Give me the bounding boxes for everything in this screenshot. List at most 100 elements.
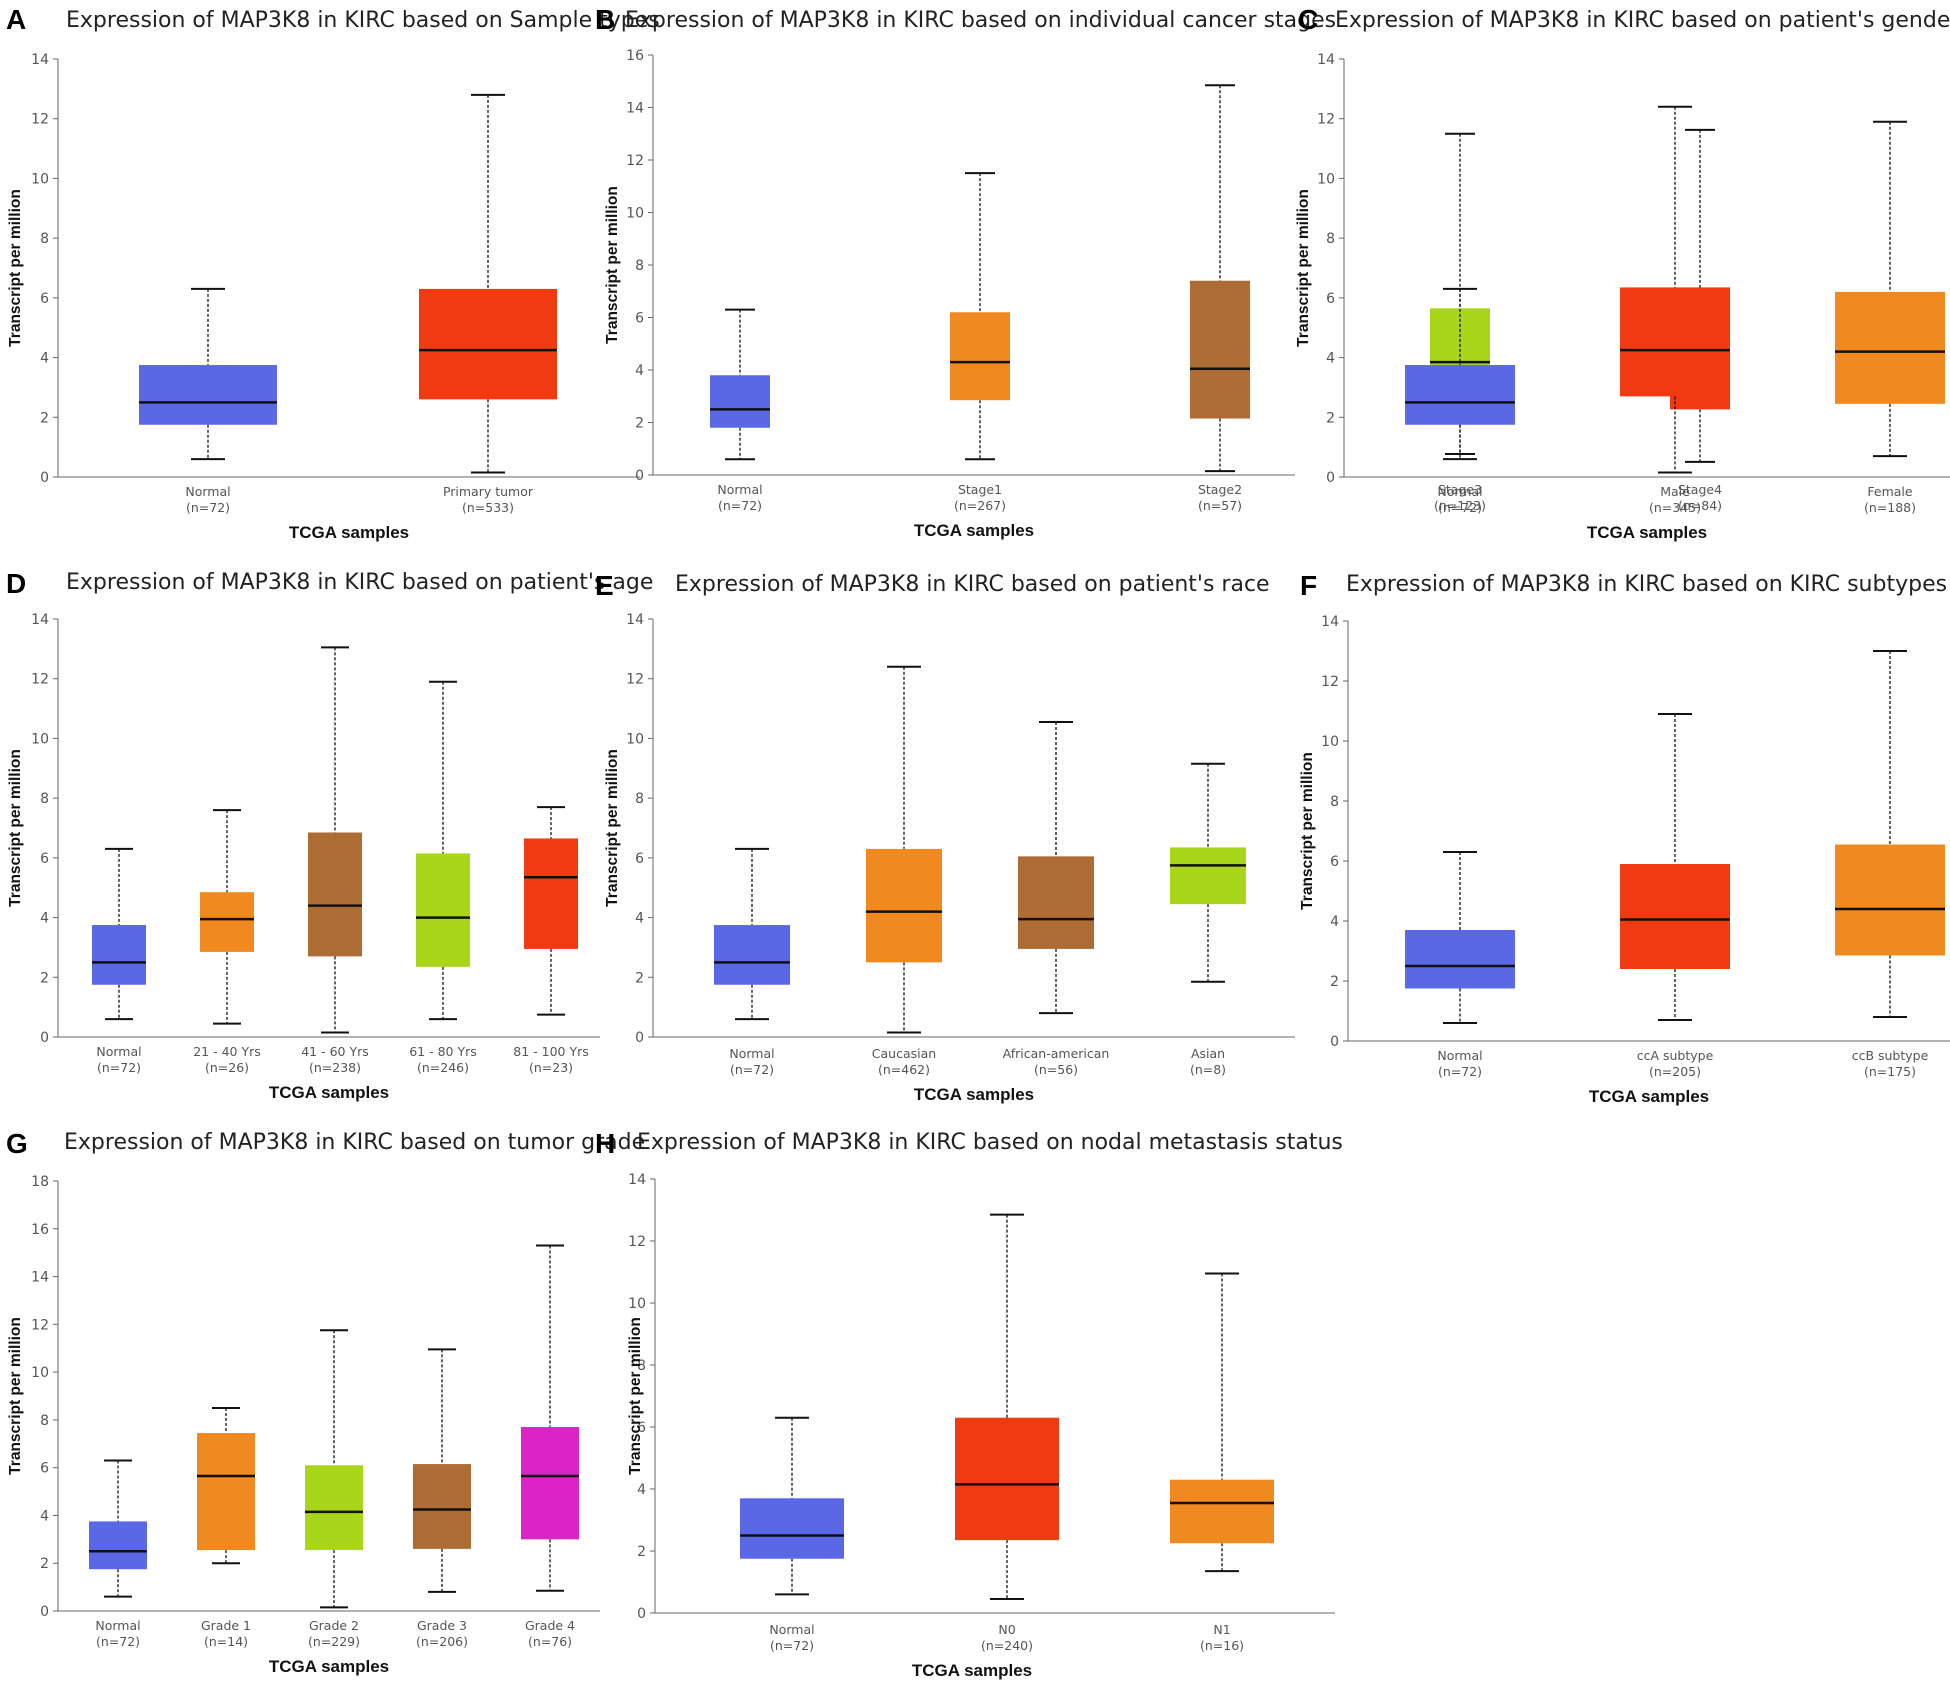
- y-tick-label: 8: [40, 791, 49, 807]
- y-tick-label: 12: [31, 672, 49, 688]
- y-tick-label: 2: [637, 1544, 646, 1560]
- x-axis-label: TCGA samples: [914, 1085, 1034, 1104]
- category-label: Grade 1: [201, 1618, 251, 1633]
- panel-letter: H: [595, 1128, 616, 1159]
- box-iqr: [1620, 287, 1730, 397]
- panel-letter: C: [1298, 4, 1319, 35]
- box-group: [305, 1329, 363, 1609]
- x-axis-label: TCGA samples: [269, 1083, 389, 1102]
- box-iqr: [1405, 930, 1515, 989]
- box-iqr: [89, 1521, 147, 1570]
- box-iqr: [1170, 1479, 1274, 1544]
- y-tick-label: 8: [40, 231, 49, 247]
- y-tick-label: 4: [635, 363, 644, 379]
- y-tick-label: 0: [40, 470, 49, 486]
- box-group: [308, 646, 362, 1034]
- y-tick-label: 6: [40, 851, 49, 867]
- y-axis-label: Transcript per million: [1299, 752, 1316, 910]
- y-tick-label: 4: [40, 351, 49, 367]
- category-count: (n=205): [1649, 1064, 1701, 1079]
- panel-letter: A: [6, 4, 27, 35]
- category-label: 61 - 80 Yrs: [409, 1044, 477, 1059]
- box-group: [92, 847, 146, 1021]
- box-iqr: [710, 375, 770, 428]
- y-axis-label: Transcript per million: [7, 189, 24, 347]
- y-tick-label: 8: [635, 791, 644, 807]
- panel-letter: B: [595, 4, 616, 35]
- y-tick-label: 4: [637, 1482, 646, 1498]
- category-label: Stage2: [1198, 482, 1242, 497]
- y-tick-label: 8: [635, 258, 644, 274]
- y-tick-label: 12: [31, 112, 49, 128]
- y-tick-label: 14: [626, 612, 644, 628]
- y-tick-label: 6: [1326, 291, 1335, 307]
- box-iqr: [866, 848, 942, 963]
- y-tick-label: 8: [1326, 231, 1335, 247]
- y-tick-label: 4: [1330, 914, 1339, 930]
- box-iqr: [740, 1498, 844, 1559]
- category-label: 21 - 40 Yrs: [193, 1044, 261, 1059]
- box-iqr: [950, 312, 1010, 401]
- box-group: [200, 809, 254, 1025]
- y-tick-label: 10: [628, 1296, 646, 1312]
- category-label: Grade 2: [309, 1618, 359, 1633]
- box-group: [1620, 105, 1730, 474]
- box-iqr: [200, 892, 254, 952]
- y-tick-label: 6: [40, 291, 49, 307]
- y-tick-label: 10: [31, 171, 49, 187]
- y-tick-label: 10: [31, 1365, 49, 1381]
- category-count: (n=57): [1198, 498, 1242, 513]
- category-count: (n=72): [718, 498, 762, 513]
- box-iqr: [1620, 864, 1730, 969]
- panel-letter: F: [1300, 570, 1318, 601]
- box-iqr: [419, 288, 557, 400]
- category-label: Asian: [1191, 1046, 1225, 1061]
- panel-letter: E: [595, 570, 614, 601]
- category-count: (n=16): [1200, 1638, 1244, 1653]
- box-iqr: [197, 1433, 255, 1551]
- category-label: Caucasian: [872, 1046, 936, 1061]
- category-count: (n=462): [878, 1062, 930, 1077]
- category-count: (n=72): [770, 1638, 814, 1653]
- category-label: Stage4: [1678, 482, 1722, 497]
- y-tick-label: 6: [635, 851, 644, 867]
- y-axis-label: Transcript per million: [627, 1317, 644, 1475]
- y-tick-label: 6: [1330, 854, 1339, 870]
- box-group: [1018, 721, 1094, 1015]
- box-group: [955, 1213, 1059, 1601]
- category-label: Grade 3: [417, 1618, 467, 1633]
- category-count: (n=206): [416, 1634, 468, 1649]
- y-tick-label: 2: [40, 410, 49, 426]
- category-label: Normal: [1437, 484, 1482, 499]
- x-axis-label: TCGA samples: [1589, 1087, 1709, 1106]
- chart-title: Expression of MAP3K8 in KIRC based on tu…: [64, 1130, 646, 1155]
- y-tick-label: 0: [1326, 470, 1335, 486]
- y-tick-label: 0: [635, 1030, 644, 1046]
- box-group: [524, 806, 578, 1016]
- category-label: Female: [1867, 484, 1913, 499]
- box-group: [416, 680, 470, 1021]
- panel-b: B Expression of MAP3K8 in KIRC based on …: [595, 0, 1730, 560]
- box-group: [1405, 287, 1515, 461]
- chart-title: Expression of MAP3K8 in KIRC based on Sa…: [66, 8, 660, 33]
- y-tick-label: 2: [635, 416, 644, 432]
- y-tick-label: 4: [635, 911, 644, 927]
- box-iqr: [1405, 365, 1515, 425]
- box-iqr: [1018, 856, 1094, 949]
- category-count: (n=267): [954, 498, 1006, 513]
- panel-d: D Expression of MAP3K8 in KIRC based on …: [0, 560, 653, 1120]
- y-tick-label: 0: [40, 1604, 49, 1620]
- box-group: [1835, 650, 1945, 1018]
- panel-g: G Expression of MAP3K8 in KIRC based on …: [0, 1120, 645, 1686]
- y-tick-label: 12: [31, 1317, 49, 1333]
- box-group: [740, 1416, 844, 1596]
- y-tick-label: 14: [31, 612, 49, 628]
- box-iqr: [305, 1465, 363, 1551]
- box-iqr: [1835, 291, 1945, 404]
- category-label: 81 - 100 Yrs: [513, 1044, 588, 1059]
- box-group: [419, 93, 557, 474]
- y-tick-label: 8: [40, 1413, 49, 1429]
